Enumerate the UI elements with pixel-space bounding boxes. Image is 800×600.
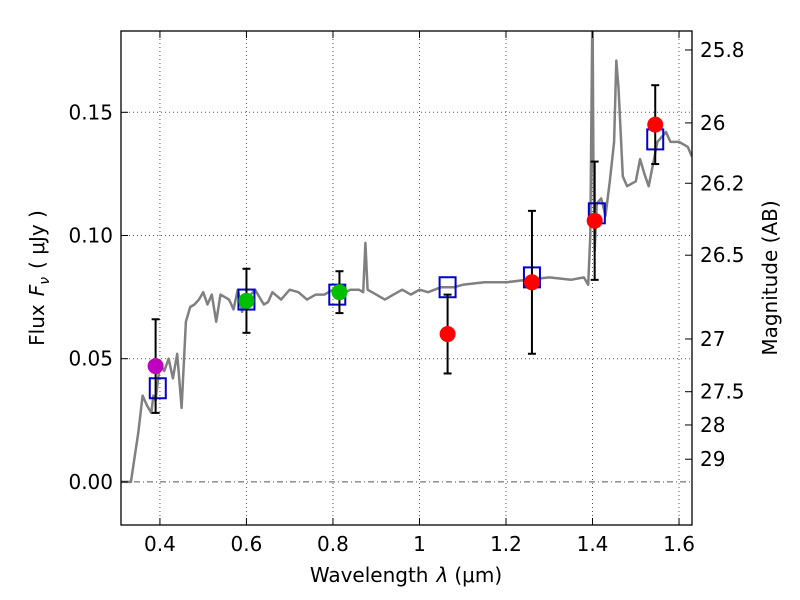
y2-tick-label: 28: [700, 413, 725, 437]
x-tick-label: 0.4: [144, 532, 176, 556]
observed-photometry-point: [331, 284, 348, 301]
sed-model-line: [121, 31, 692, 484]
observed-photometry-point: [523, 274, 540, 291]
x-tick-label: 0.6: [231, 532, 263, 556]
x-tick-label: 1.4: [577, 532, 609, 556]
x-axis-title: Wavelength λ (μm): [310, 563, 502, 587]
y-axis-title: Flux Fν ( μJy ): [25, 210, 53, 346]
y2-tick-label: 26: [700, 111, 725, 135]
y2-tick-label: 27.5: [700, 380, 745, 404]
x-tick-label: 1: [413, 532, 426, 556]
plot-frame: [120, 30, 693, 526]
y-axis-title-subscript: ν: [37, 277, 53, 285]
x-axis-title-unit: (μm): [454, 563, 502, 587]
y2-tick-label: 25.8: [700, 38, 745, 62]
y2-tick-label: 27: [700, 327, 725, 351]
y2-tick-label: 29: [700, 447, 725, 471]
y-axis-title-unit: ( μJy ): [25, 210, 49, 269]
x-tick-label: 0.8: [317, 532, 349, 556]
y-axis-title-text: Flux: [25, 304, 49, 346]
y-axis-title-symbol: F: [25, 284, 49, 296]
observed-photometry-point: [586, 212, 603, 229]
x-tick-label: 1.6: [663, 532, 695, 556]
y2-tick-label: 26.2: [700, 171, 745, 195]
model-photometry-square: [148, 377, 167, 400]
y-tick-label: 0.15: [68, 100, 113, 124]
x-axis-title-symbol: λ: [436, 563, 449, 587]
y-tick-label: 0.05: [68, 347, 113, 371]
observed-photometry-point: [439, 326, 456, 343]
axes: 0.4 0.6 0.8 1 1.2 1.4 1.6 0.00 0.05 0.10 0.15 25.8 2…: [68, 31, 745, 556]
y-tick-label: 0.00: [68, 470, 113, 494]
y2-tick-label: 26.5: [700, 243, 745, 267]
x-tick-label: 1.2: [490, 532, 522, 556]
y-tick-label: 0.10: [68, 223, 113, 247]
plot-area: [121, 31, 692, 484]
observed-photometry-point: [647, 116, 664, 133]
observed-photometry-point: [147, 358, 164, 375]
y2-axis-title: Magnitude (AB): [758, 200, 782, 355]
x-axis-title-text: Wavelength: [310, 563, 429, 587]
observed-photometry-point: [238, 292, 255, 309]
